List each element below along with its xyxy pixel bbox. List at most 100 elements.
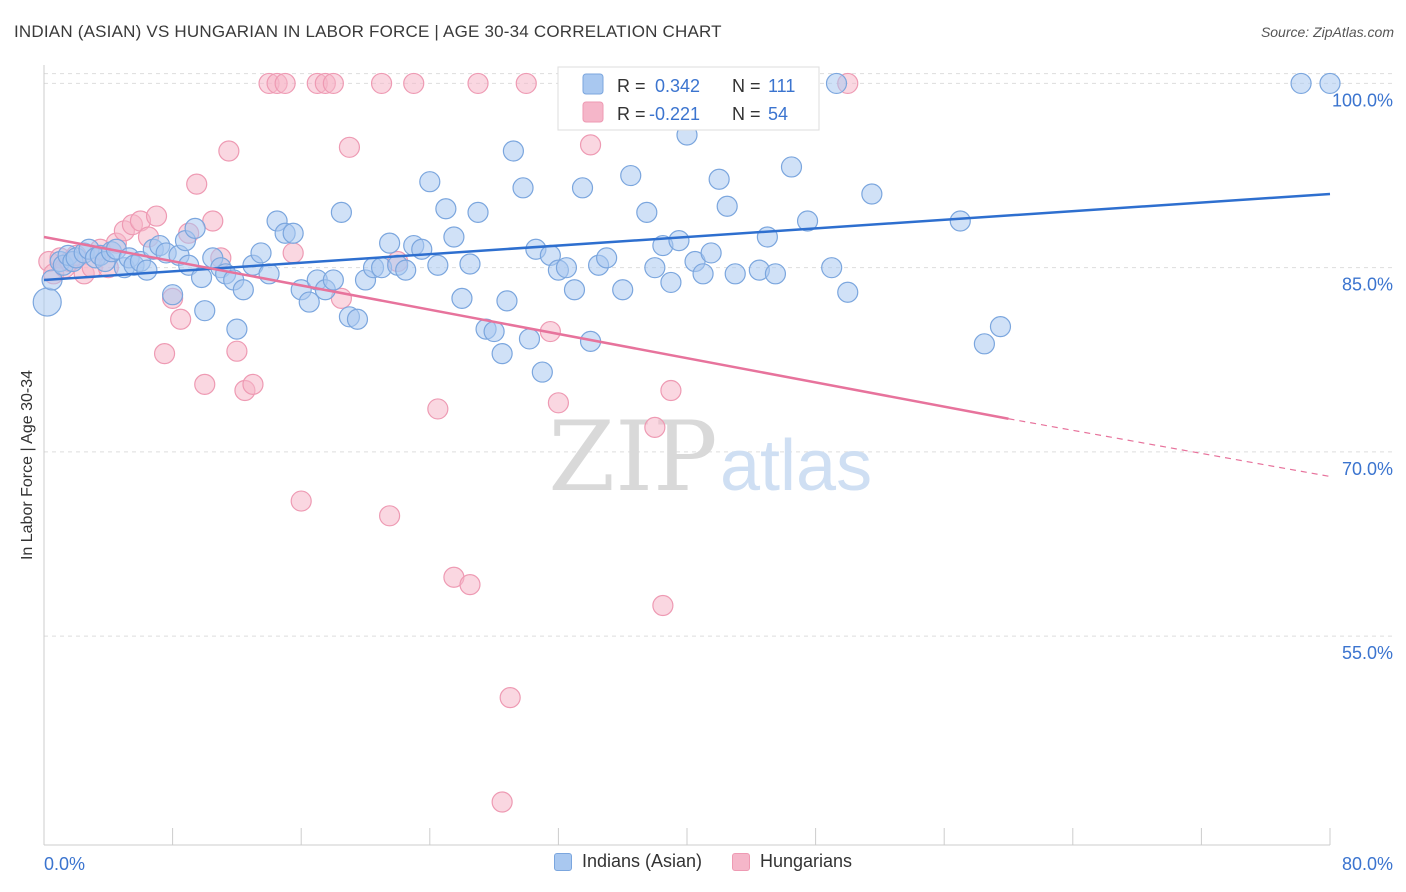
indians-point xyxy=(644,257,666,279)
indians-point xyxy=(571,177,594,199)
legend-n-value-2: 54 xyxy=(768,104,788,124)
indians-point xyxy=(837,281,859,303)
hungarians-point xyxy=(403,72,425,95)
indians-point xyxy=(467,201,489,224)
trend-line-hungarians-extension xyxy=(1008,418,1331,478)
indians-point xyxy=(531,361,553,383)
hungarians-point xyxy=(370,72,393,95)
indians-point xyxy=(716,195,738,217)
indians-point xyxy=(821,257,843,279)
x-tick-label-max: 80.0% xyxy=(1342,854,1393,874)
indians-point xyxy=(162,284,184,306)
indians-point xyxy=(136,259,158,281)
hungarians-point xyxy=(338,136,361,158)
legend-n-label-2: N = xyxy=(732,104,761,124)
hungarians-point xyxy=(467,72,489,95)
indians-point xyxy=(949,210,971,232)
indians-point xyxy=(496,290,518,312)
indians-point xyxy=(989,316,1012,338)
indians-point xyxy=(491,343,513,365)
hungarians-point xyxy=(652,594,674,617)
indians-point xyxy=(194,300,216,322)
hungarians-point xyxy=(145,205,168,227)
legend-r-value-2: -0.221 xyxy=(649,104,700,124)
indians-point xyxy=(1290,72,1312,95)
legend-item-hungarians: Hungarians xyxy=(732,851,852,872)
indians-point xyxy=(232,279,254,301)
hungarians-point xyxy=(499,686,521,709)
chart-title: INDIAN (ASIAN) VS HUNGARIAN IN LABOR FOR… xyxy=(14,22,722,41)
indians-point xyxy=(764,263,787,285)
hungarians-point xyxy=(274,72,296,95)
legend-swatch-hungarians xyxy=(732,852,750,871)
trend-lines xyxy=(43,192,1331,478)
legend-r-value-1: 0.342 xyxy=(655,76,700,96)
legend-n-label-1: N = xyxy=(732,76,761,96)
hungarians-point xyxy=(660,379,682,402)
indians-point xyxy=(708,168,730,190)
indians-point xyxy=(32,287,62,317)
indians-point xyxy=(435,198,457,220)
indians-point xyxy=(298,291,320,313)
y-tick-labels: 100.0% 85.0% 70.0% 55.0% xyxy=(1332,90,1393,663)
indians-point xyxy=(379,232,401,254)
legend-swatch-blue xyxy=(582,73,604,95)
hungarians-point xyxy=(644,416,666,438)
watermark-zip: ZIP xyxy=(548,401,717,513)
y-tick-label: 70.0% xyxy=(1342,459,1393,479)
indians-point xyxy=(512,177,534,199)
indians-point xyxy=(518,328,541,350)
hungarians-point xyxy=(170,308,192,330)
hungarians-point xyxy=(242,373,264,395)
legend-top: R = 0.342 N = 111 R = -0.221 N = 54 xyxy=(557,66,820,131)
indians-point xyxy=(427,254,449,276)
hungarians-point xyxy=(282,242,304,264)
hungarians-point xyxy=(547,392,570,414)
indians-point xyxy=(483,320,505,343)
indians-point xyxy=(443,226,465,248)
indians-point xyxy=(692,263,714,285)
indians-point xyxy=(636,201,658,224)
hungarians-point xyxy=(153,343,176,365)
trend-line-hungarians xyxy=(43,235,1009,420)
indians-point xyxy=(825,72,848,95)
indians-point xyxy=(282,222,304,244)
hungarians-point xyxy=(226,340,248,362)
hungarians-point xyxy=(202,210,224,232)
hungarians-point xyxy=(322,72,344,95)
indians-point xyxy=(668,230,690,252)
indians-point xyxy=(724,263,746,285)
hungarians-point xyxy=(427,398,449,420)
hungarians-point xyxy=(290,490,312,512)
hungarians-point xyxy=(194,373,216,395)
indians-point xyxy=(419,171,441,193)
axes xyxy=(43,65,1331,846)
hungarians-point xyxy=(379,505,401,527)
legend-bottom: Indians (Asian) Hungarians xyxy=(0,851,1406,872)
series-indians-asian xyxy=(32,72,1341,383)
indians-point xyxy=(620,164,642,187)
legend-label-indians: Indians (Asian) xyxy=(581,851,702,871)
y-tick-label: 85.0% xyxy=(1342,275,1393,295)
indians-point xyxy=(459,253,481,275)
y-tick-label: 100.0% xyxy=(1332,90,1393,110)
indians-point xyxy=(796,210,819,232)
x-tick-labels: 0.0% 80.0% xyxy=(44,854,1393,874)
legend-swatch-indians xyxy=(553,852,572,871)
indians-point xyxy=(250,242,272,264)
source-label: Source: ZipAtlas.com xyxy=(1260,24,1394,40)
trend-line-indians xyxy=(43,192,1331,282)
indians-point xyxy=(184,217,206,239)
indians-point xyxy=(555,257,578,279)
x-tick-label-min: 0.0% xyxy=(44,854,85,874)
legend-r-label-1: R = xyxy=(617,76,646,96)
watermark-atlas: atlas xyxy=(720,426,872,506)
hungarians-point xyxy=(491,791,513,813)
hungarians-point xyxy=(218,140,240,162)
y-tick-label: 55.0% xyxy=(1342,643,1393,663)
indians-point xyxy=(596,247,618,269)
indians-point xyxy=(322,269,344,291)
hungarians-point xyxy=(515,72,537,95)
indians-point xyxy=(660,271,682,294)
